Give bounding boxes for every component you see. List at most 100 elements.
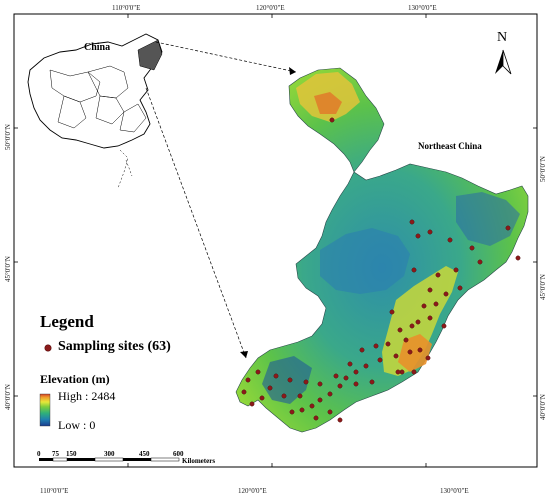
sampling-site-marker	[329, 117, 335, 123]
north-arrow-icon	[495, 49, 512, 75]
sampling-site-marker	[281, 393, 287, 399]
sampling-site-marker	[347, 361, 353, 367]
scale-tick-150: 150	[66, 450, 77, 458]
legend-elevation-low: Low : 0	[58, 418, 96, 432]
grid-label-top-130: 130°0'0"E	[408, 4, 437, 12]
graticule-ticks	[14, 14, 537, 467]
legend-title: Legend	[40, 312, 94, 331]
sampling-site-marker	[409, 219, 415, 225]
sampling-site-marker	[259, 395, 265, 401]
legend-elevation-title: Elevation (m)	[40, 372, 110, 386]
sampling-site-marker	[241, 389, 247, 395]
sampling-site-marker	[313, 415, 319, 421]
sampling-site-marker	[469, 245, 475, 251]
elevation-color-bar	[39, 393, 51, 427]
scale-unit: Kilometers	[182, 457, 216, 465]
north-arrow-label: N	[497, 30, 508, 45]
sampling-site-marker	[287, 377, 293, 383]
sampling-site-marker	[441, 323, 447, 329]
grid-label-top-120: 120°0'0"E	[256, 4, 285, 12]
northeast-inset-highlight	[137, 39, 163, 71]
sampling-site-marker	[427, 287, 433, 293]
sampling-site-marker	[415, 233, 421, 239]
scale-tick-450: 450	[139, 450, 150, 458]
sampling-site-marker	[393, 353, 399, 359]
grid-label-left-40: 40°0'0"N	[4, 384, 12, 410]
grid-label-right-50: 50°0'0"N	[539, 156, 547, 182]
liaohe-plain	[262, 356, 312, 404]
sampling-site-marker	[309, 403, 315, 409]
sampling-site-marker	[337, 417, 343, 423]
sampling-site-marker	[397, 327, 403, 333]
sampling-site-marker	[303, 379, 309, 385]
connector-bottom	[145, 87, 247, 359]
sampling-site-marker	[421, 303, 427, 309]
great-khingan-peak	[314, 92, 342, 114]
sanjiang-plain	[456, 192, 520, 246]
sampling-site-marker	[395, 369, 401, 375]
sampling-site-marker	[477, 259, 483, 265]
sampling-site-marker	[427, 229, 433, 235]
region-label: Northeast China	[418, 141, 482, 151]
sampling-site-marker	[289, 409, 295, 415]
songnen-plain	[320, 228, 410, 294]
grid-label-top-110: 110°0'0"E	[112, 4, 141, 12]
sampling-site-marker	[359, 347, 365, 353]
grid-label-bottom-120: 120°0'0"E	[238, 487, 267, 495]
sampling-site-marker	[327, 409, 333, 415]
legend-sites-label: Sampling sites (63)	[58, 339, 171, 354]
sampling-site-marker	[255, 369, 261, 375]
scale-tick-300: 300	[104, 450, 115, 458]
scale-tick-600: 600	[173, 450, 184, 458]
sampling-site-marker	[389, 309, 395, 315]
connector-top	[155, 41, 297, 73]
sampling-site-marker	[353, 381, 359, 387]
sampling-site-marker	[249, 401, 255, 407]
sampling-site-marker	[403, 337, 409, 343]
sampling-site-marker	[327, 391, 333, 397]
grid-label-left-50: 50°0'0"N	[4, 124, 12, 150]
sampling-site-marker	[425, 355, 431, 361]
sampling-site-marker	[333, 373, 339, 379]
sampling-site-marker	[417, 347, 423, 353]
sampling-site-marker	[337, 383, 343, 389]
scale-tick-75: 75	[52, 450, 59, 458]
sampling-site-marker	[317, 397, 323, 403]
sampling-site-marker	[453, 267, 459, 273]
legend-elevation-high: High : 2484	[58, 389, 116, 403]
sampling-site-marker	[373, 343, 379, 349]
sampling-site-marker	[377, 357, 383, 363]
sampling-site-marker	[407, 349, 413, 355]
inset-label: China	[84, 42, 111, 53]
grid-label-bottom-130: 130°0'0"E	[440, 487, 469, 495]
sampling-site-marker	[447, 237, 453, 243]
sampling-site-marker	[369, 379, 375, 385]
sampling-site-marker	[385, 341, 391, 347]
grid-label-bottom-110: 110°0'0"E	[40, 487, 69, 495]
scale-bar	[39, 457, 180, 462]
sampling-site-marker	[435, 272, 441, 278]
sampling-site-marker	[411, 267, 417, 273]
scale-tick-0: 0	[37, 450, 41, 458]
grid-label-left-45: 45°0'0"N	[4, 256, 12, 282]
sampling-site-marker	[299, 407, 305, 413]
sampling-site-marker	[433, 301, 439, 307]
sampling-site-marker	[443, 291, 449, 297]
sampling-site-marker	[415, 319, 421, 325]
grid-label-right-45: 45°0'0"N	[539, 274, 547, 300]
changbai-peak	[398, 334, 432, 372]
sampling-site-marker	[343, 375, 349, 381]
map-frame	[13, 13, 538, 468]
sampling-site-marker	[409, 323, 415, 329]
sampling-sites	[241, 117, 521, 423]
sampling-site-marker	[457, 285, 463, 291]
sampling-site-marker	[411, 369, 417, 375]
sampling-site-marker	[399, 369, 405, 375]
china-inset-map	[27, 33, 163, 189]
sampling-site-marker	[317, 381, 323, 387]
sampling-site-marker	[245, 377, 251, 383]
legend-site-symbol	[44, 344, 52, 352]
sampling-site-marker	[267, 385, 273, 391]
